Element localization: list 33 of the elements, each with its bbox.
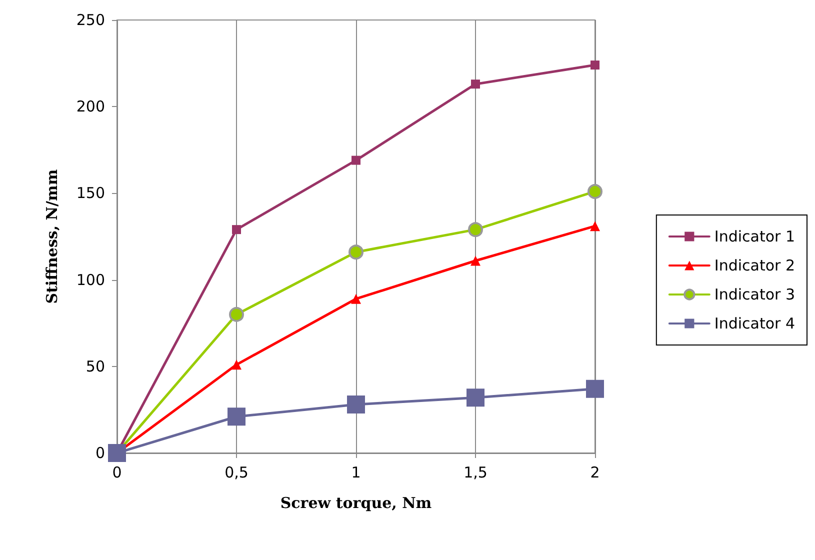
x-tick-label: 0,5 — [224, 464, 248, 482]
point — [588, 184, 602, 199]
legend-label: Indicator 3 — [714, 286, 796, 304]
y-tick-label: 0 — [95, 444, 105, 462]
y-tick-label: 150 — [76, 184, 105, 202]
point — [352, 156, 360, 165]
legend-label: Indicator 4 — [714, 314, 796, 332]
point — [466, 388, 484, 407]
point — [590, 221, 600, 232]
point — [347, 396, 365, 414]
legend-label: Indicator 1 — [714, 228, 796, 246]
x-tick-label: 1 — [351, 464, 361, 482]
point — [229, 306, 244, 322]
y-tick-label: 200 — [76, 98, 105, 116]
x-tick-label: 1,5 — [464, 464, 488, 482]
point — [348, 244, 364, 260]
y-tick-label: 50 — [86, 357, 105, 376]
point — [470, 256, 480, 266]
point — [228, 408, 246, 426]
point — [468, 222, 483, 238]
point — [586, 380, 604, 398]
x-axis-title: Screw torque, Nm — [280, 494, 432, 512]
legend-label: Indicator 2 — [714, 256, 796, 274]
y-tick-label: 100 — [76, 270, 105, 289]
y-tick-label: 250 — [76, 11, 105, 29]
point — [351, 294, 361, 304]
point — [471, 80, 480, 89]
point — [232, 360, 242, 370]
point — [590, 60, 600, 70]
x-tick-label: 2 — [590, 464, 600, 482]
point — [232, 225, 241, 234]
x-tick-label: 0 — [112, 464, 122, 482]
y-axis-title: Stiffness, N/mm — [43, 169, 61, 304]
